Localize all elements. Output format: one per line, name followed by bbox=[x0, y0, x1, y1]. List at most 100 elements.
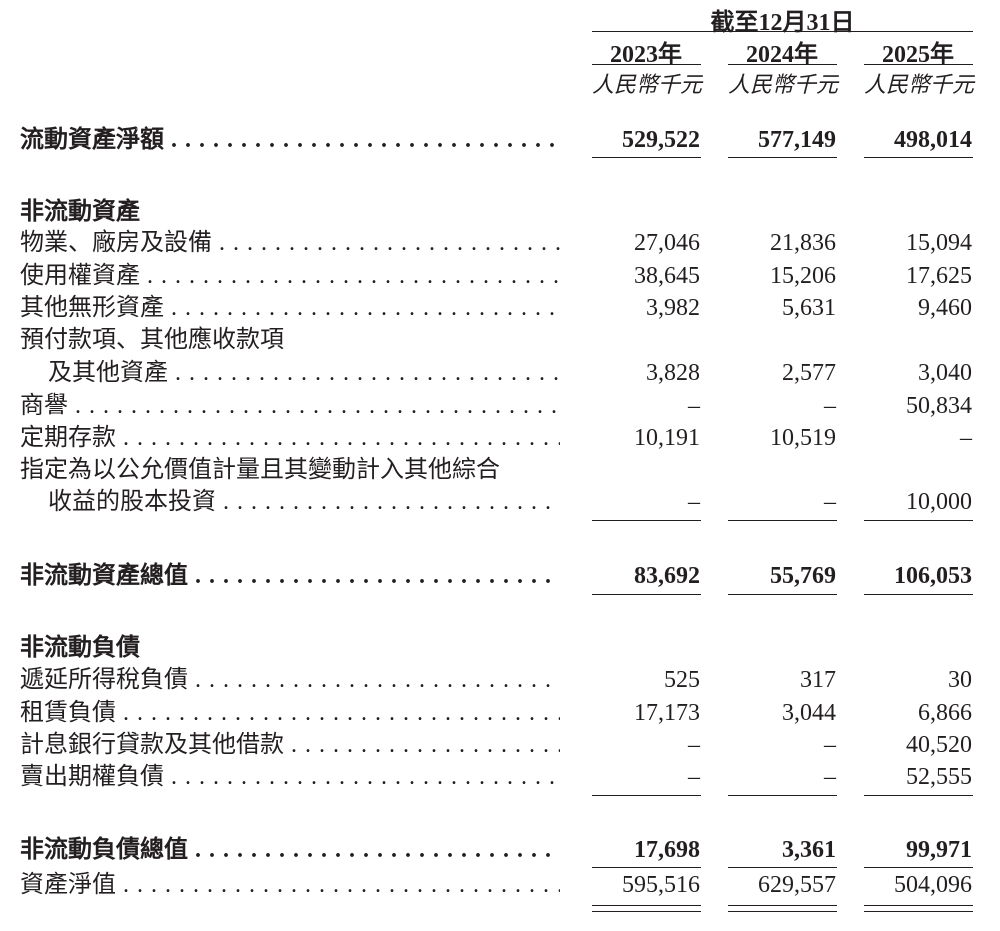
value-2023: 17,698 bbox=[634, 837, 700, 863]
row-label-text: 收益的股本投資 bbox=[48, 489, 560, 515]
table-row: 流動資產淨額 529,522 577,149 498,014 bbox=[0, 124, 1000, 156]
underline-rule bbox=[864, 911, 973, 912]
row-label: 預付款項、其他應收款項 bbox=[20, 324, 560, 356]
value-2023: 27,046 bbox=[634, 230, 700, 256]
table-row: 遞延所得稅負債 525 317 30 bbox=[0, 664, 1000, 696]
underline-rule bbox=[728, 867, 837, 868]
row-label: 商譽 bbox=[20, 390, 560, 422]
table-row: 物業、廠房及設備 27,046 21,836 15,094 bbox=[0, 227, 1000, 259]
value-2025: 30 bbox=[948, 667, 972, 693]
value-2024: 21,836 bbox=[770, 230, 836, 256]
value-2025: 99,971 bbox=[906, 837, 972, 863]
underline-rule bbox=[592, 594, 701, 595]
row-label: 遞延所得稅負債 bbox=[20, 664, 560, 696]
table-row: 指定為以公允價值計量且其變動計入其他綜合 bbox=[0, 454, 1000, 486]
value-2025: 6,866 bbox=[918, 700, 972, 726]
underline-rule bbox=[864, 520, 973, 521]
row-label-text: 非流動負債總值 bbox=[20, 837, 560, 863]
unit-label: 人民幣千元 bbox=[592, 72, 703, 97]
value-2025: 504,096 bbox=[894, 872, 972, 898]
row-label-text: 預付款項、其他應收款項 bbox=[20, 327, 284, 353]
table-row: 租賃負債 17,173 3,044 6,866 bbox=[0, 697, 1000, 729]
row-label-text: 租賃負債 bbox=[20, 700, 560, 726]
header-rule bbox=[592, 31, 973, 32]
underline-rule bbox=[728, 594, 837, 595]
value-2025: 52,555 bbox=[906, 764, 972, 790]
value-2024: – bbox=[824, 732, 836, 758]
underline-rule bbox=[728, 795, 837, 796]
value-2023: – bbox=[688, 393, 700, 419]
value-2025: 3,040 bbox=[918, 360, 972, 386]
row-label-text: 其他無形資產 bbox=[20, 295, 560, 321]
row-label: 流動資產淨額 bbox=[20, 124, 560, 156]
underline-rule bbox=[592, 157, 701, 158]
underline-rule bbox=[864, 594, 973, 595]
underline-rule bbox=[592, 867, 701, 868]
underline-rule bbox=[864, 795, 973, 796]
value-2024: – bbox=[824, 393, 836, 419]
value-2023: – bbox=[688, 489, 700, 515]
year-rule bbox=[728, 64, 837, 65]
table-row: 賣出期權負債 – – 52,555 bbox=[0, 761, 1000, 793]
table-row: 商譽 – – 50,834 bbox=[0, 390, 1000, 422]
row-label: 使用權資產 bbox=[20, 260, 560, 292]
value-2025: 15,094 bbox=[906, 230, 972, 256]
table-row: 定期存款 10,191 10,519 – bbox=[0, 422, 1000, 454]
value-2024: – bbox=[824, 764, 836, 790]
table-row: 非流動負債 bbox=[0, 632, 1000, 664]
value-2024: 3,044 bbox=[782, 700, 836, 726]
underline-rule bbox=[592, 520, 701, 521]
unit-label: 人民幣千元 bbox=[864, 72, 975, 97]
table-row: 計息銀行貸款及其他借款 – – 40,520 bbox=[0, 729, 1000, 761]
value-2024: 317 bbox=[800, 667, 836, 693]
value-2024: 55,769 bbox=[770, 563, 836, 589]
value-2023: – bbox=[688, 732, 700, 758]
underline-rule bbox=[728, 905, 837, 906]
underline-rule bbox=[592, 905, 701, 906]
value-2023: 17,173 bbox=[634, 700, 700, 726]
row-label-text: 計息銀行貸款及其他借款 bbox=[20, 732, 560, 758]
underline-rule bbox=[592, 911, 701, 912]
row-label-text: 非流動資產 bbox=[20, 199, 140, 225]
underline-rule bbox=[864, 905, 973, 906]
row-label-text: 資產淨值 bbox=[20, 872, 560, 898]
row-label-text: 及其他資產 bbox=[48, 360, 560, 386]
value-2025: 498,014 bbox=[894, 127, 972, 153]
table-row: 使用權資產 38,645 15,206 17,625 bbox=[0, 260, 1000, 292]
value-2024: 2,577 bbox=[782, 360, 836, 386]
value-2024: 577,149 bbox=[758, 127, 836, 153]
table-row: 收益的股本投資 – – 10,000 bbox=[0, 486, 1000, 518]
unit-label: 人民幣千元 bbox=[728, 72, 839, 97]
table-row: 及其他資產 3,828 2,577 3,040 bbox=[0, 357, 1000, 389]
table-row: 預付款項、其他應收款項 bbox=[0, 324, 1000, 356]
table-row: 其他無形資產 3,982 5,631 9,460 bbox=[0, 292, 1000, 324]
table-row: 資產淨值 595,516 629,557 504,096 bbox=[0, 869, 1000, 901]
row-label-text: 非流動資產總值 bbox=[20, 563, 560, 589]
value-2023: 3,828 bbox=[646, 360, 700, 386]
value-2023: 595,516 bbox=[622, 872, 700, 898]
row-label: 資產淨值 bbox=[20, 869, 560, 901]
value-2025: 50,834 bbox=[906, 393, 972, 419]
row-label: 計息銀行貸款及其他借款 bbox=[20, 729, 560, 761]
underline-rule bbox=[864, 867, 973, 868]
row-label-text: 賣出期權負債 bbox=[20, 764, 560, 790]
row-label: 非流動負債 bbox=[20, 632, 560, 664]
row-label-text: 定期存款 bbox=[20, 425, 560, 451]
row-label-text: 物業、廠房及設備 bbox=[20, 230, 560, 256]
year-rule bbox=[864, 64, 973, 65]
year-2024-header: 2024年 bbox=[746, 42, 818, 68]
underline-rule bbox=[728, 911, 837, 912]
value-2023: – bbox=[688, 764, 700, 790]
underline-rule bbox=[592, 795, 701, 796]
value-2025: 9,460 bbox=[918, 295, 972, 321]
value-2024: 629,557 bbox=[758, 872, 836, 898]
value-2024: 10,519 bbox=[770, 425, 836, 451]
value-2024: 15,206 bbox=[770, 263, 836, 289]
value-2024: – bbox=[824, 489, 836, 515]
row-label: 非流動資產總值 bbox=[20, 560, 560, 592]
value-2024: 3,361 bbox=[782, 837, 836, 863]
value-2023: 10,191 bbox=[634, 425, 700, 451]
row-label-text: 流動資產淨額 bbox=[20, 127, 560, 153]
value-2025: – bbox=[960, 425, 972, 451]
value-2025: 10,000 bbox=[906, 489, 972, 515]
